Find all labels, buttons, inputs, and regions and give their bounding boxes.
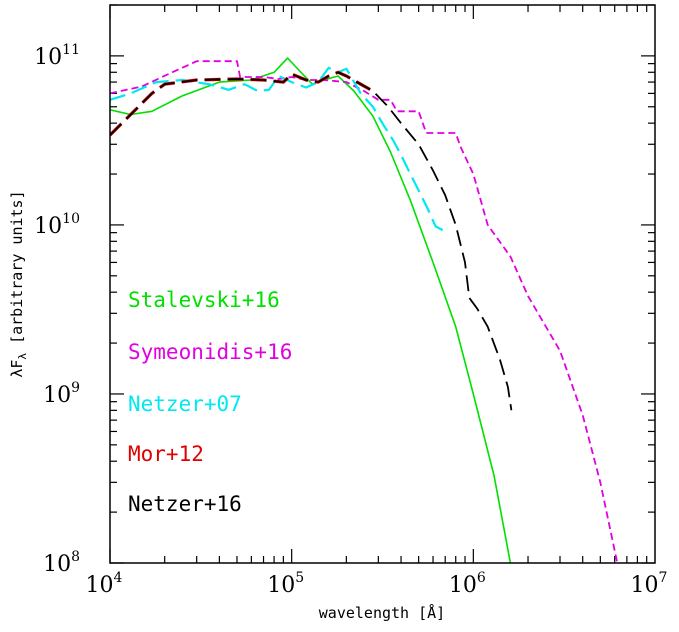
- y-axis-title-rest: [arbitrary units]: [8, 190, 26, 353]
- x-tick-label: 106: [449, 570, 486, 598]
- legend-entry-netzer07: Netzer+07: [128, 392, 242, 416]
- y-tick-label: 1010: [34, 211, 80, 239]
- y-tick-label-base: 10: [34, 214, 62, 239]
- x-tick-label-exp: 4: [114, 570, 123, 586]
- y-tick-label: 109: [43, 380, 80, 408]
- y-tick-label: 1011: [34, 42, 80, 70]
- y-axis-title: λFλ [arbitrary units]: [8, 190, 29, 377]
- x-tick-label-base: 10: [631, 573, 659, 598]
- x-tick-label-exp: 6: [477, 570, 486, 586]
- x-tick-label: 104: [86, 570, 123, 598]
- x-tick-label-exp: 5: [295, 570, 304, 586]
- legend-entry-symeonidis: Symeonidis+16: [128, 340, 292, 364]
- series-line-symeonidis-16: [110, 60, 619, 563]
- x-tick-label-exp: 7: [659, 570, 668, 586]
- x-tick-label-base: 10: [267, 573, 295, 598]
- y-tick-label-exp: 9: [71, 380, 80, 396]
- legend: Stalevski+16 Symeonidis+16 Netzer+07 Mor…: [128, 288, 292, 516]
- y-tick-label-exp: 10: [62, 211, 80, 227]
- y-tick-label: 108: [43, 549, 80, 577]
- series-layer: [110, 57, 619, 563]
- y-axis-title-sub: λ: [16, 353, 29, 360]
- legend-entry-mor12: Mor+12: [128, 442, 204, 466]
- y-tick-label-base: 10: [34, 45, 62, 70]
- x-tick-label: 107: [631, 570, 668, 598]
- legend-entry-stalevski: Stalevski+16: [128, 288, 280, 312]
- x-tick-label-base: 10: [449, 573, 477, 598]
- y-axis-title-main: λF: [8, 360, 26, 378]
- minor-ticks: [110, 4, 655, 563]
- x-tick-label-base: 10: [86, 573, 114, 598]
- plot-frame: [109, 4, 656, 564]
- y-tick-label-exp: 8: [71, 549, 80, 565]
- x-tick-labels: 104 105 106 107: [86, 570, 668, 598]
- series-line-netzer-07: [110, 66, 444, 232]
- major-ticks: [109, 5, 655, 564]
- y-tick-label-base: 10: [43, 383, 71, 408]
- y-tick-label-exp: 11: [62, 42, 80, 58]
- y-tick-label-base: 10: [43, 552, 71, 577]
- x-axis-title: wavelength [Å]: [319, 603, 445, 622]
- x-tick-label: 105: [267, 570, 304, 598]
- series-line-netzer-16: [110, 71, 513, 411]
- legend-entry-netzer16: Netzer+16: [128, 492, 242, 516]
